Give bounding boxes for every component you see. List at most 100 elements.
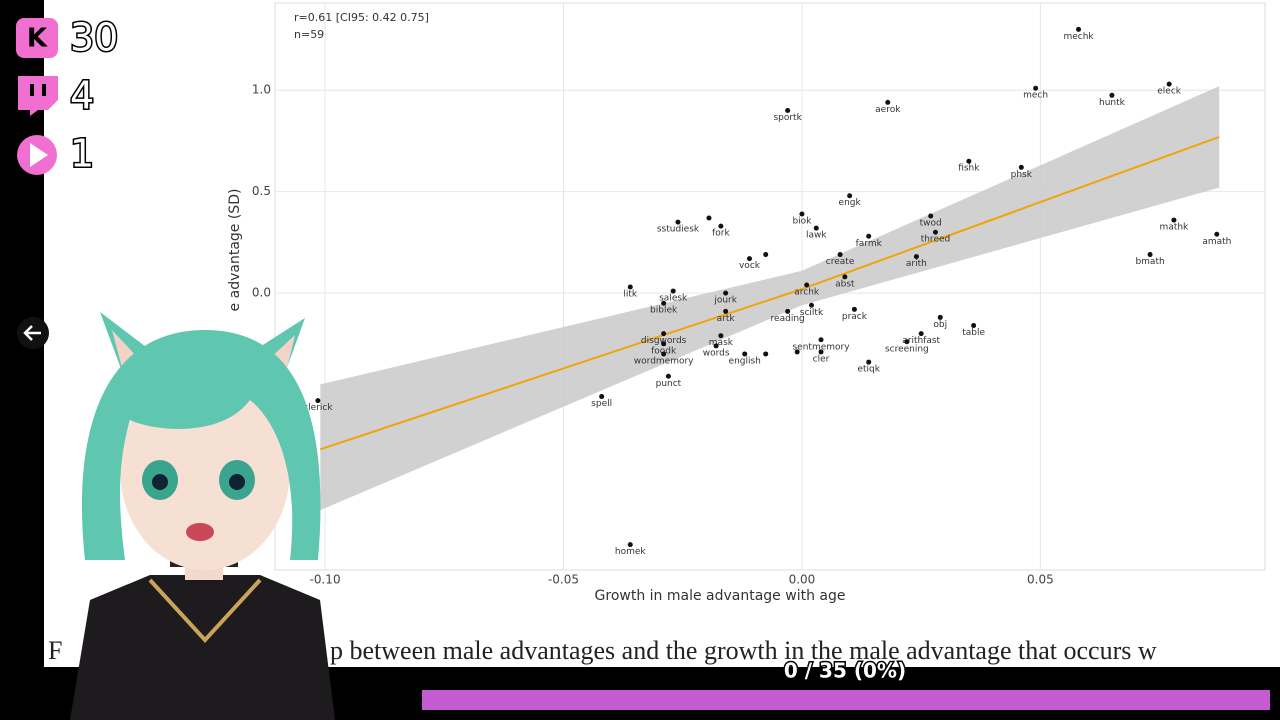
point-label: mask bbox=[709, 338, 734, 348]
point bbox=[1171, 217, 1177, 223]
point bbox=[932, 229, 938, 235]
progress-label: 0 / 35 (0%) bbox=[784, 659, 906, 683]
point-label: arith bbox=[906, 259, 927, 269]
point-label: engk bbox=[839, 198, 862, 208]
caption-start: F bbox=[48, 636, 62, 665]
point bbox=[904, 339, 910, 345]
point-label: words bbox=[703, 348, 730, 358]
point-label: sciltk bbox=[800, 308, 824, 318]
point bbox=[785, 308, 791, 314]
point bbox=[866, 233, 872, 239]
point bbox=[675, 219, 681, 225]
point-label: fork bbox=[712, 229, 730, 239]
point bbox=[315, 398, 321, 404]
point bbox=[670, 288, 676, 294]
point-label: salesk bbox=[659, 294, 688, 304]
point-label: obj bbox=[933, 320, 947, 330]
point-label: artk bbox=[717, 314, 736, 324]
point-label: sportk bbox=[773, 113, 802, 123]
point-label: fishk bbox=[958, 164, 980, 174]
point bbox=[937, 314, 943, 320]
svg-text:K: K bbox=[27, 24, 48, 54]
confidence-band bbox=[320, 86, 1220, 511]
plot: -0.10 -0.05 0.00 0.05 0.0 0.5 1.0 Growth in mal… bbox=[227, 3, 1265, 604]
point-label: aerok bbox=[875, 105, 901, 115]
point bbox=[808, 302, 814, 308]
point bbox=[627, 542, 633, 548]
point bbox=[885, 99, 891, 105]
annotation: r=0.61 [CI95: 0.42 0.75] bbox=[294, 11, 429, 24]
y-tick-label: 0.0 bbox=[252, 286, 271, 300]
x-tick-label: 0.00 bbox=[789, 573, 816, 587]
point-label: table bbox=[962, 328, 985, 338]
point bbox=[718, 333, 724, 339]
point bbox=[837, 252, 843, 258]
point-label: phsk bbox=[1011, 170, 1033, 180]
point-label: english bbox=[729, 356, 761, 366]
point-label: abst bbox=[835, 279, 855, 289]
point bbox=[1166, 81, 1172, 87]
point bbox=[818, 337, 824, 343]
point bbox=[627, 284, 633, 290]
point-label: threed bbox=[921, 235, 951, 245]
point-label: mech bbox=[1023, 91, 1048, 101]
point-label: foodk bbox=[651, 346, 677, 356]
point-label: bmath bbox=[1135, 257, 1164, 267]
counters: 30 4 1 bbox=[69, 14, 120, 177]
point-label: disgwords bbox=[641, 336, 687, 346]
point bbox=[847, 193, 853, 199]
point-label: jourk bbox=[713, 296, 737, 306]
point-label: litk bbox=[623, 290, 638, 300]
point bbox=[913, 254, 919, 260]
point bbox=[1147, 252, 1153, 258]
point-label: sstudiesk bbox=[657, 225, 700, 235]
point-label: reading bbox=[771, 314, 805, 324]
y-tick-label: 1.0 bbox=[252, 83, 271, 97]
progress-bar bbox=[422, 690, 1270, 710]
point-label: punct bbox=[656, 379, 682, 389]
back-button[interactable] bbox=[17, 317, 49, 349]
point bbox=[813, 225, 819, 231]
point bbox=[1109, 92, 1115, 98]
point bbox=[723, 290, 729, 296]
point-label: mechk bbox=[1063, 32, 1094, 42]
point bbox=[665, 373, 671, 379]
point bbox=[918, 331, 924, 337]
annotation: n=59 bbox=[294, 28, 324, 41]
point-label: arithfast bbox=[902, 336, 940, 346]
point-label: biblek bbox=[650, 306, 678, 316]
point bbox=[799, 211, 805, 217]
point-label: sentmemory bbox=[792, 342, 850, 352]
x-tick-label: -0.10 bbox=[310, 573, 341, 587]
point-label: eleck bbox=[1157, 87, 1182, 97]
counter-value: 30 bbox=[70, 16, 118, 60]
point-label: vock bbox=[739, 261, 761, 271]
point-label: archk bbox=[794, 287, 820, 297]
point bbox=[966, 158, 972, 164]
point bbox=[794, 349, 800, 355]
point bbox=[718, 223, 724, 229]
point bbox=[842, 274, 848, 280]
point-label: etiqk bbox=[857, 365, 880, 375]
point-label: wordmemory bbox=[634, 356, 694, 366]
point bbox=[763, 351, 769, 357]
point-label: twod bbox=[920, 219, 942, 229]
point bbox=[1033, 85, 1039, 91]
counter-icons: K bbox=[16, 18, 58, 175]
y-tick-label: 0.5 bbox=[252, 184, 271, 198]
point-label: spell bbox=[591, 399, 612, 409]
point-label: prack bbox=[842, 312, 868, 322]
point bbox=[1214, 231, 1220, 237]
point-label: create bbox=[826, 257, 855, 267]
point bbox=[1076, 26, 1082, 32]
avatar bbox=[70, 312, 335, 720]
counter-value: 1 bbox=[70, 132, 94, 176]
y-axis-label: e advantage (SD) bbox=[227, 189, 243, 312]
point-label: screening bbox=[885, 344, 929, 354]
point bbox=[785, 108, 791, 114]
point bbox=[661, 341, 667, 347]
point-label: biok bbox=[792, 216, 812, 226]
point bbox=[851, 306, 857, 312]
point bbox=[599, 394, 605, 400]
point-label: farmk bbox=[856, 239, 883, 249]
